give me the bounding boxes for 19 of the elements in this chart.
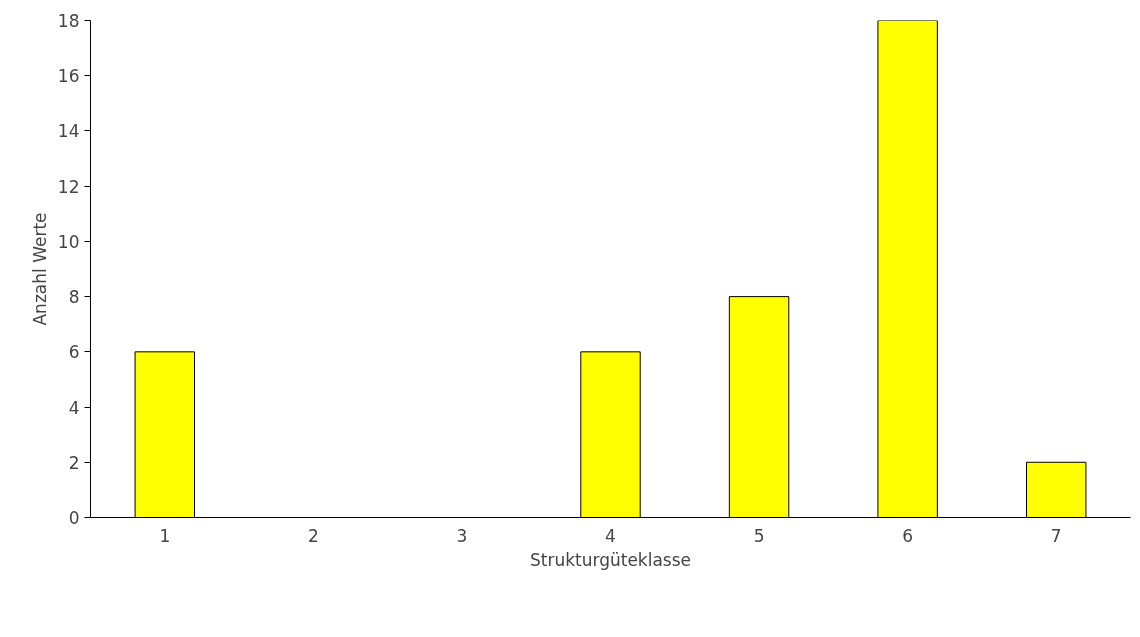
x-axis-title: Strukturgüteklasse	[529, 549, 692, 570]
x-tick-label: 5	[753, 525, 765, 546]
y-tick-label: 16	[57, 66, 80, 87]
x-tick-label: 2	[307, 525, 319, 546]
y-tick-label: 6	[68, 342, 80, 363]
x-tick-label: 7	[1050, 525, 1062, 546]
x-tick-label: 6	[902, 525, 914, 546]
y-tick-label: 0	[68, 508, 80, 528]
y-tick-label: 8	[68, 287, 80, 308]
y-axis-title: Anzahl Werte	[29, 212, 50, 326]
y-tick-label: 4	[68, 397, 80, 418]
x-tick-label: 1	[159, 525, 171, 546]
y-tick-label: 14	[57, 121, 80, 142]
x-tick-label: 4	[605, 525, 616, 546]
y-tick-label: 18	[57, 11, 80, 31]
y-tick-label: 2	[68, 452, 80, 473]
y-tick-label: 10	[57, 231, 80, 252]
y-tick-label: 12	[57, 176, 80, 197]
x-tick-label: 3	[456, 525, 468, 546]
